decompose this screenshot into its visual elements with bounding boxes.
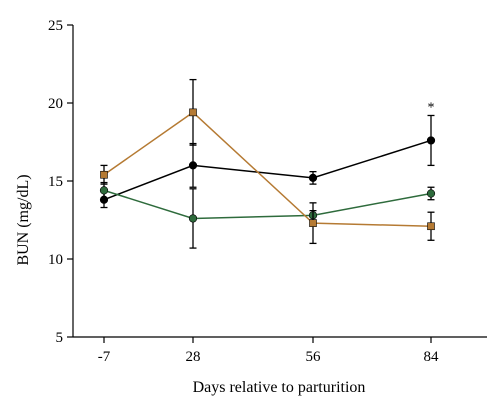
x-tick-label: 56 (306, 349, 322, 365)
x-tick-label: 84 (424, 349, 440, 365)
significance-marker: * (428, 100, 435, 115)
y-tick-label: 15 (48, 174, 63, 190)
axes (72, 25, 487, 338)
y-ticks: 5 10 15 20 25 (48, 18, 73, 346)
x-tick-label: 28 (186, 349, 201, 365)
data-point (99, 186, 109, 195)
data-point (188, 161, 198, 170)
data-point (309, 219, 317, 227)
series-1 (99, 114, 436, 209)
annotation-layer: * (428, 100, 435, 115)
series-3 (100, 78, 435, 245)
data-point (100, 170, 108, 179)
series-line (103, 139, 432, 201)
series-layer (99, 78, 436, 249)
data-point (426, 136, 436, 145)
series-2 (99, 181, 436, 249)
x-ticks: -7 28 56 84 (98, 337, 439, 365)
data-point (427, 222, 435, 231)
y-tick-label: 5 (56, 330, 64, 346)
x-axis-label: Days relative to parturition (193, 379, 366, 396)
y-tick-label: 25 (48, 18, 63, 34)
data-point (189, 108, 197, 117)
y-tick-label: 20 (48, 96, 63, 112)
x-tick-label: -7 (98, 349, 111, 365)
data-point (308, 173, 318, 182)
y-axis-label: BUN (mg/dL) (15, 174, 32, 265)
series-line (103, 111, 432, 227)
data-point (188, 214, 198, 223)
data-point (426, 189, 436, 198)
y-tick-label: 10 (48, 252, 63, 268)
series-line (103, 189, 432, 220)
